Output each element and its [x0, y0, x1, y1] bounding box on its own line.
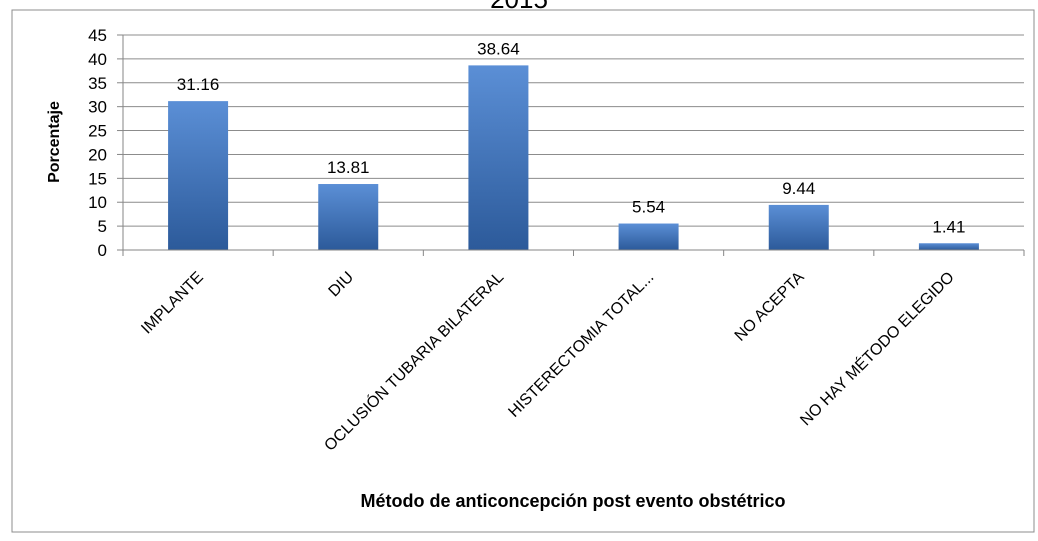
x-tick-label: DIU [326, 269, 358, 301]
bar [168, 101, 229, 250]
chart-border [11, 9, 1035, 533]
y-tick-label: 10 [88, 193, 107, 212]
y-tick-label: 45 [88, 26, 107, 45]
bar-value-label: 1.41 [932, 217, 965, 236]
x-axis-title: Método de anticoncepción post evento obs… [360, 491, 785, 511]
y-axis: 0 5 10 15 20 25 30 35 40 45 [88, 26, 124, 260]
x-tick-label: HISTERECTOMIA TOTAL... [505, 269, 657, 421]
x-tick-label: NO ACEPTA [732, 269, 808, 345]
bar-value-label: 38.64 [477, 39, 520, 58]
x-tick-label: IMPLANTE [138, 269, 207, 338]
y-tick-label: 35 [88, 74, 107, 93]
y-tick-label: 20 [88, 145, 107, 164]
bar [768, 204, 829, 250]
chart-title: 2015 [490, 0, 548, 14]
y-tick-label: 30 [88, 98, 107, 117]
y-tick-label: 5 [98, 217, 107, 236]
x-tick-label: NO HAY MÉTODO ELEGIDO [796, 267, 958, 429]
bar [618, 223, 679, 250]
bar-value-label: 9.44 [782, 179, 815, 198]
y-tick-label: 0 [98, 241, 107, 260]
y-axis-title: Porcentaje [46, 101, 63, 183]
x-tick-label: OCLUSIÓN TUBARIA BILATERAL [320, 267, 507, 454]
y-tick-label: 15 [88, 169, 107, 188]
bar-value-label: 5.54 [632, 198, 665, 217]
y-tick-label: 25 [88, 122, 107, 141]
bar-value-label: 13.81 [327, 158, 370, 177]
bar [468, 65, 529, 251]
bar [318, 184, 379, 250]
bar-value-label: 31.16 [177, 75, 220, 94]
y-tick-label: 40 [88, 50, 107, 69]
bar [918, 243, 979, 250]
bars: 31.16 13.81 38.64 5.54 9.44 1.41 [168, 39, 979, 251]
gridlines [123, 34, 1024, 227]
